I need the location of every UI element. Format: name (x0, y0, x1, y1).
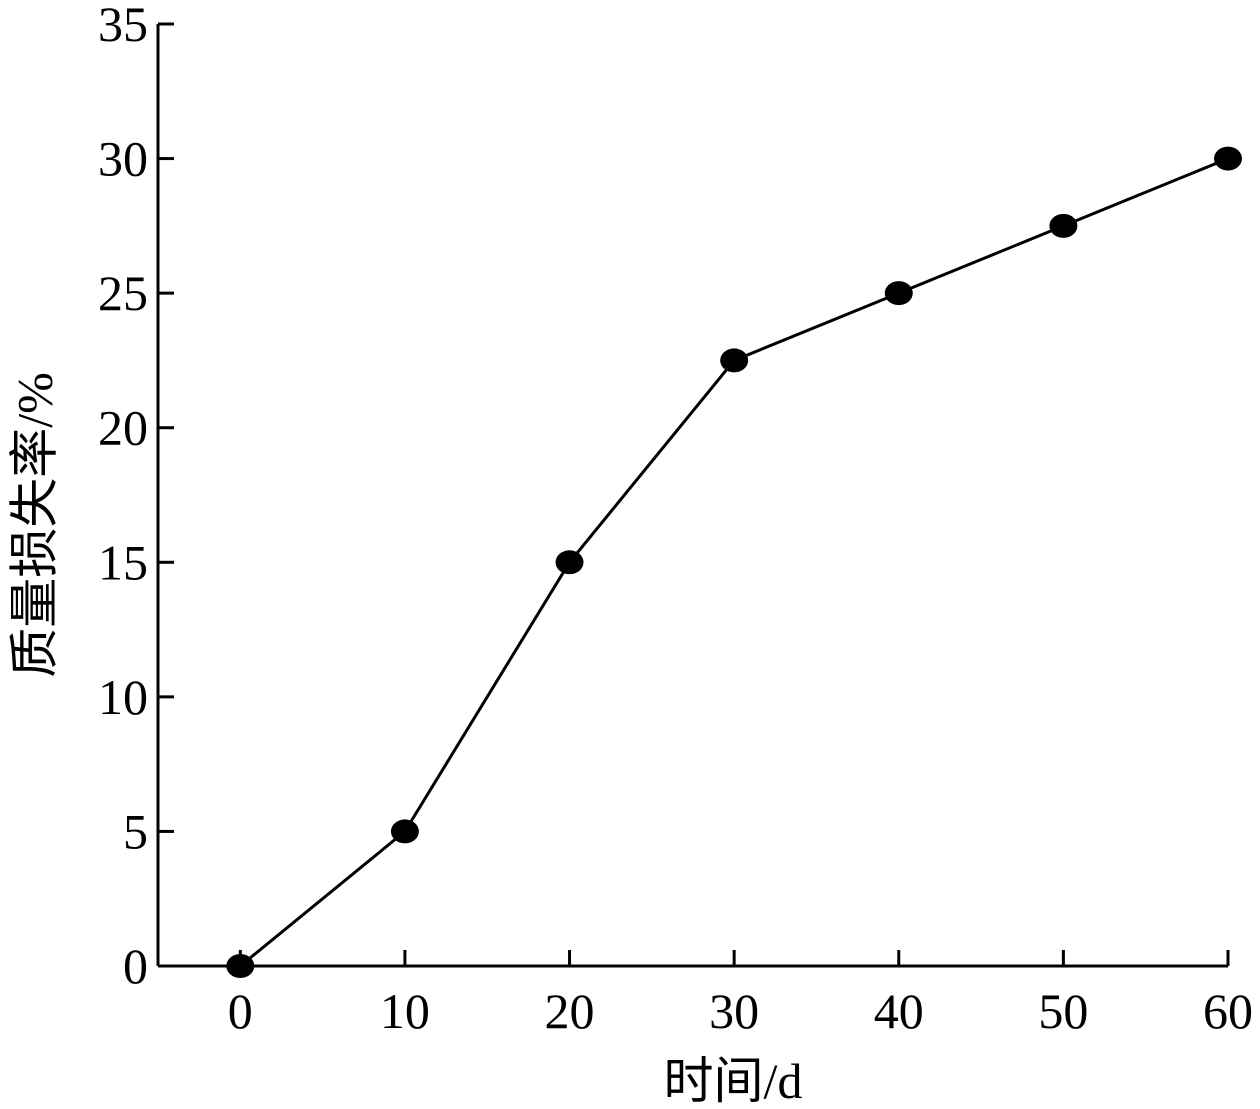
x-tick-label: 40 (874, 983, 924, 1039)
x-tick-label: 50 (1038, 983, 1088, 1039)
y-tick-label: 5 (123, 803, 148, 859)
data-point (226, 954, 255, 978)
series-line (239, 157, 1229, 968)
x-tick-label: 0 (228, 983, 253, 1039)
y-axis-title: 质量损失率/% (6, 372, 62, 678)
y-tick-label: 25 (98, 265, 148, 321)
x-tick-label: 20 (545, 983, 595, 1039)
data-point (1049, 213, 1078, 238)
y-tick-label: 20 (98, 400, 148, 456)
y-tick-label: 0 (123, 938, 148, 994)
y-tick-label: 30 (98, 131, 148, 187)
data-point (720, 348, 749, 373)
y-tick-label: 10 (98, 669, 148, 725)
y-ticks: 0 5 10 15 20 25 30 35 (98, 0, 174, 994)
x-tick-label: 30 (709, 983, 759, 1039)
data-point (884, 281, 913, 306)
data-point (390, 819, 419, 844)
x-ticks: 0 10 20 30 40 50 60 (228, 950, 1253, 1039)
series-layer (226, 146, 1242, 978)
x-tick-label: 10 (380, 983, 430, 1039)
axes (156, 24, 1228, 968)
data-point (1214, 146, 1242, 171)
y-tick-label: 15 (98, 534, 148, 590)
x-axis-title: 时间/d (664, 1053, 803, 1109)
data-point (555, 550, 584, 575)
x-tick-label: 60 (1203, 983, 1253, 1039)
y-tick-label: 35 (98, 0, 148, 52)
